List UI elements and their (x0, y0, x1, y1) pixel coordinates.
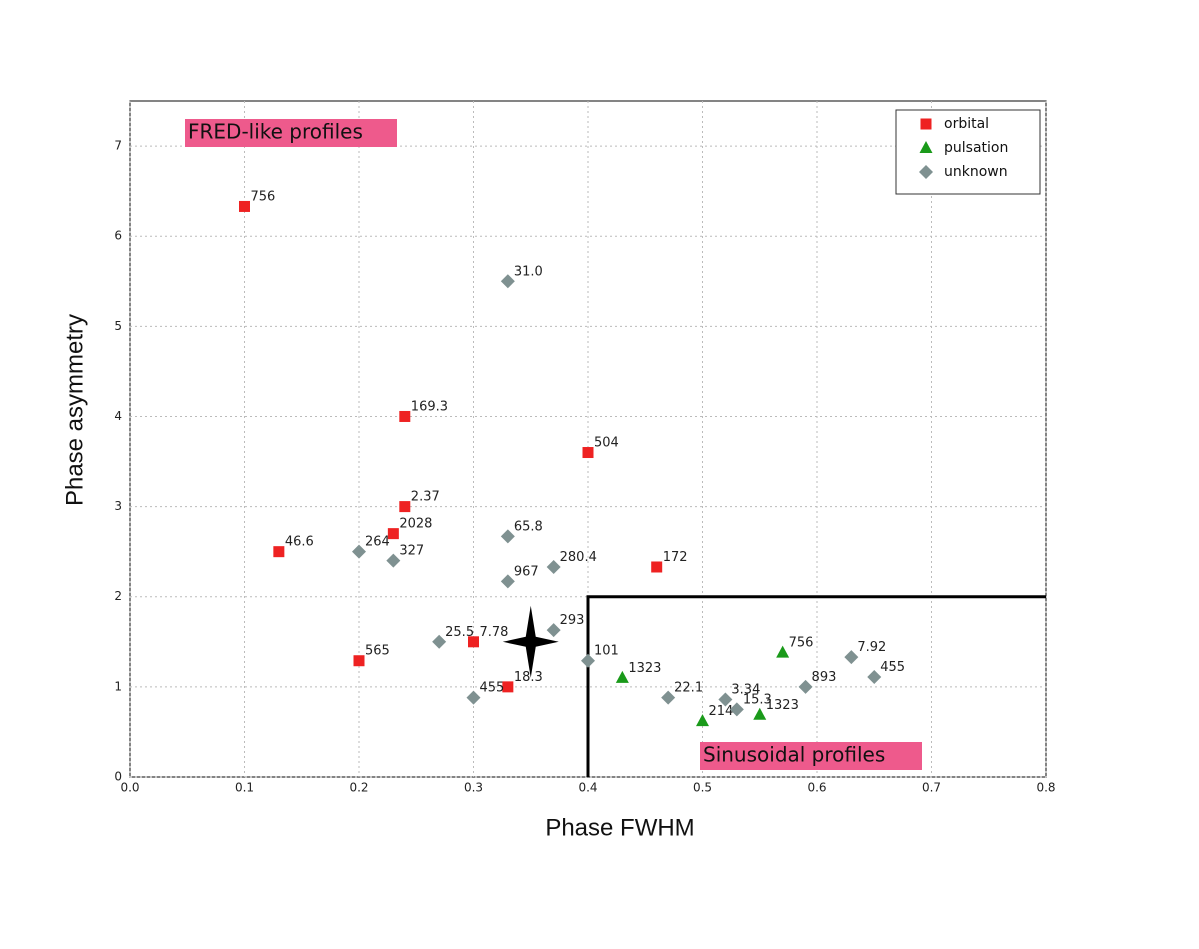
x-tick-label: 0.6 (807, 781, 826, 795)
marker-diamond (466, 690, 481, 705)
y-tick-label: 4 (114, 409, 122, 423)
marker-triangle (615, 670, 629, 683)
y-tick-label: 5 (114, 319, 122, 333)
point-label: 101 (594, 644, 619, 659)
marker-diamond (500, 574, 515, 589)
marker-square (399, 501, 411, 513)
y-tick-label: 2 (114, 589, 122, 603)
star-marker (502, 605, 559, 678)
marker-diamond (798, 679, 813, 694)
point-label: 565 (365, 644, 390, 659)
point-label: 214 (709, 704, 734, 719)
region-boundary (586, 595, 1046, 777)
series: 756 169.3 504 2.37 2028 46.6 172 565 7.78 18.3 (239, 189, 688, 693)
point-label: 264 (365, 535, 390, 550)
legend-label: pulsation (944, 140, 1008, 156)
point-label: 327 (399, 544, 424, 559)
marker-diamond (352, 544, 366, 559)
marker-diamond (546, 559, 561, 574)
point-label: 18.3 (514, 670, 543, 685)
point-label: 455 (480, 681, 505, 696)
marker-triangle (776, 645, 790, 658)
point-label: 893 (812, 670, 837, 685)
marker-diamond (919, 165, 933, 179)
y-tick-label: 3 (114, 499, 122, 513)
legend-label: orbital (944, 116, 989, 132)
point-label: 22.1 (674, 681, 703, 696)
marker-square (651, 561, 663, 573)
point-label: 280.4 (560, 550, 597, 565)
point-label: 7.92 (857, 640, 886, 655)
marker-square (920, 118, 932, 130)
x-tick-label: 0.7 (922, 781, 941, 795)
series: 31.0 65.8 264 327 280.4 967 25.5 293 101 455 22.1 3… (352, 264, 905, 717)
marker-diamond (729, 702, 744, 717)
marker-triangle (696, 714, 709, 727)
point-label: 65.8 (514, 519, 543, 534)
marker-triangle (919, 141, 933, 153)
marker-diamond (844, 650, 859, 665)
point-label: 2.37 (411, 490, 440, 505)
marker-diamond (661, 690, 676, 705)
x-tick-label: 0.2 (349, 781, 368, 795)
y-tick-label: 6 (114, 229, 122, 243)
x-tick-label: 0.4 (578, 781, 597, 795)
point-label: 46.6 (285, 535, 314, 550)
x-tick-label: 0.1 (235, 781, 254, 795)
y-tick-label: 7 (114, 139, 122, 153)
marker-square (353, 655, 365, 667)
marker-diamond (546, 623, 561, 638)
marker-diamond (432, 634, 447, 649)
marker-diamond (500, 529, 515, 544)
point-label: 172 (663, 550, 688, 565)
annotation-box (185, 119, 397, 147)
point-label: 756 (789, 636, 814, 651)
marker-diamond (581, 653, 595, 668)
annotation-box (700, 742, 922, 770)
marker-square (387, 528, 399, 540)
x-tick-label: 0.5 (693, 781, 712, 795)
point-label: 7.78 (480, 625, 509, 640)
point-label: 504 (594, 436, 619, 451)
point-label: 2028 (399, 517, 432, 532)
legend-label: unknown (944, 164, 1008, 180)
marker-diamond (386, 553, 401, 568)
marker-diamond (867, 669, 882, 684)
x-tick-label: 0.0 (120, 781, 139, 795)
y-axis-label: Phase asymmetry (61, 314, 88, 506)
point-label: 169.3 (411, 399, 448, 414)
annotation: FRED-like profiles (188, 120, 363, 144)
marker-triangle (753, 707, 767, 720)
x-axis-label: Phase FWHM (545, 814, 694, 841)
point-label: 15.3 (743, 692, 772, 707)
marker-diamond (718, 692, 733, 707)
x-tick-label: 0.8 (1036, 781, 1055, 795)
series: 756 1323 214 1323 (615, 636, 814, 727)
y-tick-label: 0 (114, 770, 122, 784)
point-label: 293 (560, 613, 585, 628)
marker-square (273, 546, 285, 558)
point-label: 1323 (628, 661, 661, 676)
marker-diamond (500, 274, 515, 289)
point-label: 756 (251, 189, 276, 204)
y-tick-label: 1 (114, 679, 122, 693)
point-label: 455 (880, 660, 905, 675)
x-tick-label: 0.3 (464, 781, 483, 795)
point-label: 25.5 (445, 625, 474, 640)
marker-square (502, 681, 514, 693)
point-label: 1323 (766, 698, 799, 713)
legend-box (895, 109, 1041, 195)
point-label: 31.0 (514, 264, 543, 279)
marker-square (468, 636, 479, 648)
marker-square (582, 447, 594, 459)
marker-square (239, 200, 250, 212)
annotation: Sinusoidal profiles (703, 743, 885, 767)
marker-square (399, 410, 411, 422)
point-label: 3.34 (731, 682, 760, 697)
point-label: 967 (514, 564, 539, 579)
